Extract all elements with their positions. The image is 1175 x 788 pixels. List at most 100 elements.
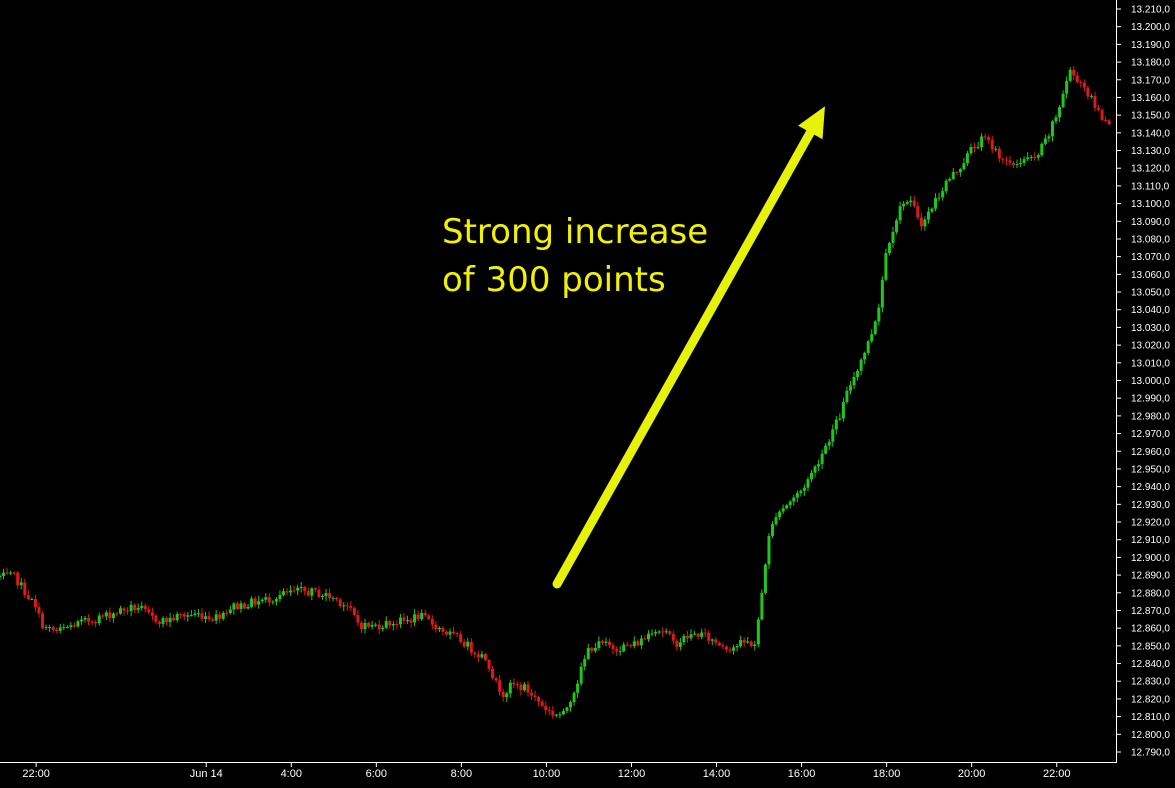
y-tick-label: 13.140,0	[1131, 128, 1170, 139]
candle-down	[530, 692, 534, 696]
candle-up	[1043, 138, 1047, 144]
candle-down	[611, 645, 615, 650]
candle-down	[23, 582, 27, 596]
candle-up	[246, 606, 250, 609]
candle-up	[682, 635, 686, 643]
candle-up	[763, 564, 767, 593]
candle-down	[671, 634, 675, 641]
arrow-head	[798, 106, 825, 140]
candle-up	[9, 572, 13, 574]
candle-down	[409, 620, 413, 623]
candle-up	[930, 208, 934, 212]
candle-series	[0, 65, 1111, 719]
time-axis: 22:00 Jun 14 4:00 6:00 8:00 10:00 12:00 14:00 16…	[0, 762, 1117, 780]
candle-up	[604, 641, 608, 643]
candle-up	[204, 616, 208, 619]
y-tick-label: 12.890,0	[1131, 571, 1170, 582]
annotation-line-1: Strong increase	[442, 212, 708, 252]
candle-up	[969, 146, 973, 154]
candle-up	[813, 466, 817, 473]
candle-down	[157, 621, 161, 624]
candle-down	[33, 598, 37, 608]
candle-up	[905, 201, 909, 204]
candle-up	[569, 702, 573, 708]
y-tick-label: 12.950,0	[1131, 464, 1170, 475]
candle-down	[115, 613, 119, 615]
y-tick-label: 12.930,0	[1131, 500, 1170, 511]
candle-down	[359, 622, 363, 630]
candle-up	[260, 599, 264, 602]
candle-up	[785, 505, 789, 509]
y-tick-label: 13.080,0	[1131, 234, 1170, 245]
candle-up	[97, 615, 101, 624]
candle-up	[250, 598, 254, 607]
candle-up	[264, 597, 268, 600]
candle-up	[466, 641, 470, 647]
candle-up	[189, 615, 193, 617]
candle-up	[951, 172, 955, 179]
y-tick-label: 13.150,0	[1131, 111, 1170, 122]
candle-up	[565, 707, 569, 711]
candle-down	[147, 609, 151, 613]
candle-down	[455, 633, 459, 635]
candle-down	[742, 640, 746, 643]
y-tick-label: 13.000,0	[1131, 376, 1170, 387]
candle-down	[303, 587, 307, 592]
candle-up	[941, 191, 945, 198]
candle-up	[324, 593, 328, 596]
candle-up	[1036, 155, 1040, 158]
candle-up	[281, 591, 285, 595]
candle-up	[948, 178, 952, 181]
x-tick-label: 12:00	[618, 768, 646, 780]
candle-up	[69, 625, 73, 627]
candle-up	[795, 493, 799, 498]
candle-down	[912, 200, 916, 207]
candle-down	[1011, 162, 1015, 165]
candle-up	[554, 714, 558, 716]
candle-down	[600, 641, 604, 643]
y-tick-label: 12.830,0	[1131, 677, 1170, 688]
candle-up	[310, 588, 314, 596]
candle-up	[168, 617, 172, 623]
y-tick-label: 12.790,0	[1131, 748, 1170, 759]
candle-up	[824, 445, 828, 454]
candle-down	[395, 624, 399, 626]
candle-down	[487, 659, 491, 669]
candle-down	[306, 591, 310, 596]
y-tick-label: 13.130,0	[1131, 146, 1170, 157]
candle-up	[65, 626, 69, 628]
candle-up	[788, 501, 792, 506]
y-tick-label: 12.900,0	[1131, 553, 1170, 564]
candle-up	[296, 587, 300, 591]
candle-up	[873, 321, 877, 335]
candle-up	[902, 203, 906, 207]
candle-down	[87, 617, 91, 622]
candle-up	[774, 517, 778, 525]
candle-down	[498, 680, 502, 692]
candle-down	[459, 634, 463, 642]
candle-up	[958, 169, 962, 173]
candle-down	[1082, 82, 1086, 88]
candle-up	[19, 582, 23, 586]
candle-down	[122, 608, 126, 611]
candle-up	[809, 472, 813, 480]
y-tick-label: 12.910,0	[1131, 535, 1170, 546]
candle-down	[335, 597, 339, 600]
candle-up	[62, 627, 66, 629]
candle-down	[916, 206, 920, 218]
candle-down	[338, 599, 342, 606]
candle-down	[625, 644, 629, 646]
candle-down	[551, 710, 555, 716]
candle-down	[512, 682, 516, 685]
candle-up	[771, 524, 775, 536]
candle-down	[1072, 69, 1076, 76]
y-tick-label: 13.020,0	[1131, 341, 1170, 352]
candle-down	[133, 604, 137, 610]
candle-up	[817, 464, 821, 467]
candle-up	[586, 648, 590, 659]
y-tick-label: 13.010,0	[1131, 358, 1170, 369]
candle-up	[140, 605, 144, 608]
x-tick-label: 16:00	[788, 768, 816, 780]
